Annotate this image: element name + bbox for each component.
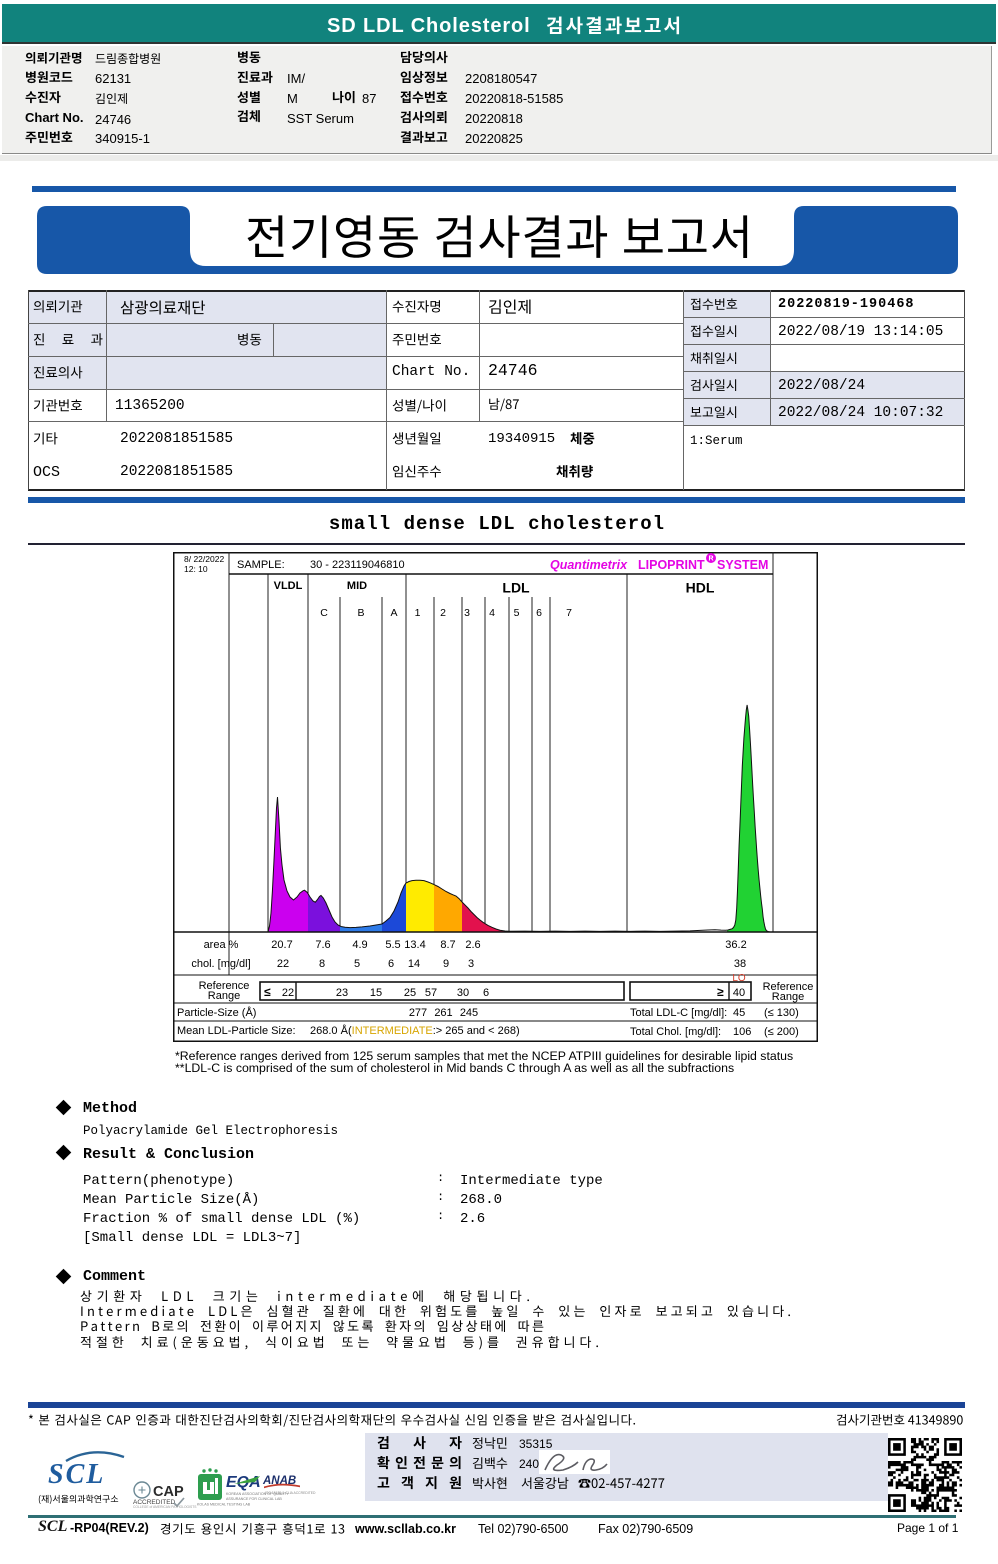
svg-text:R: R [708,556,713,563]
svg-text:3: 3 [468,958,474,970]
svg-text:5: 5 [354,958,360,970]
svg-text:C: C [320,607,328,619]
svg-text:277: 277 [409,1007,427,1019]
svg-text:5: 5 [514,607,520,619]
svg-text:40: 40 [733,987,745,999]
svg-text:Reference: Reference [763,981,814,993]
svg-text:Reference: Reference [199,980,250,992]
svg-text:SYSTEM: SYSTEM [717,558,768,572]
svg-text:≥: ≥ [717,985,724,999]
svg-text:57: 57 [425,987,437,999]
svg-text:13.4: 13.4 [404,939,425,951]
svg-text:6: 6 [536,607,542,619]
svg-text:3: 3 [464,607,470,619]
svg-text:22: 22 [282,987,294,999]
svg-text:(≤ 130): (≤ 130) [764,1007,799,1019]
svg-text:Quantimetrix: Quantimetrix [550,558,628,572]
svg-text:VLDL: VLDL [274,580,303,592]
svg-text:chol. [mg/dl]: chol. [mg/dl] [191,958,250,970]
svg-text:4: 4 [489,607,495,619]
svg-text:9: 9 [443,958,449,970]
svg-text:A: A [390,607,397,619]
svg-text:ACCREDITED: ACCREDITED [133,1499,176,1506]
svg-text:Total Chol. [mg/dl]:: Total Chol. [mg/dl]: [630,1026,721,1038]
svg-text:30 - 223119046810: 30 - 223119046810 [310,559,405,571]
svg-text:Mean LDL-Particle Size:: Mean LDL-Particle Size: [177,1025,296,1037]
svg-text:COLLEGE of AMERICAN PATHOLOGIS: COLLEGE of AMERICAN PATHOLOGISTS [133,1505,197,1509]
svg-text:30: 30 [457,987,469,999]
svg-text:Range: Range [772,991,804,1003]
svg-text:5.5: 5.5 [385,939,400,951]
svg-text:8.7: 8.7 [440,939,455,951]
svg-text:LIPOPRINT: LIPOPRINT [638,558,705,572]
svg-text:CAP: CAP [153,1484,184,1500]
svg-text:25: 25 [404,987,416,999]
svg-text:HDL: HDL [686,580,715,596]
svg-text:area %: area % [204,939,239,951]
svg-text:Range: Range [208,990,240,1002]
svg-text:ASSURANCE FOR CLINICAL LAB: ASSURANCE FOR CLINICAL LAB [226,1497,282,1501]
svg-text:7.6: 7.6 [315,939,330,951]
svg-text:245: 245 [460,1007,478,1019]
svg-text:B: B [357,607,364,619]
svg-text:8: 8 [319,958,325,970]
svg-text:SAMPLE:: SAMPLE: [237,559,285,571]
svg-text:(≤ 200): (≤ 200) [764,1026,799,1038]
svg-text:268.0 Å: 268.0 Å [310,1024,349,1037]
svg-text:20.7: 20.7 [271,939,292,951]
svg-text:7: 7 [566,607,572,619]
svg-text:12: 10: 12: 10 [184,564,208,574]
svg-text:6: 6 [388,958,394,970]
svg-text:6: 6 [483,987,489,999]
svg-text:2.6: 2.6 [465,939,480,951]
svg-text:45: 45 [733,1007,745,1019]
svg-text:106: 106 [733,1026,751,1038]
svg-text:14: 14 [408,958,420,970]
svg-text:15: 15 [370,987,382,999]
svg-text:36.2: 36.2 [725,939,746,951]
svg-text:KOLAS MEDICAL TESTING LAB: KOLAS MEDICAL TESTING LAB [197,1503,251,1507]
svg-text:1: 1 [415,607,421,619]
svg-text:(INTERMEDIATE:> 265 and < 268): (INTERMEDIATE:> 265 and < 268) [348,1025,520,1037]
svg-text:MID: MID [347,580,367,592]
svg-text:4.9: 4.9 [352,939,367,951]
svg-text:ISO 15189 & CLIA ACCREDITED: ISO 15189 & CLIA ACCREDITED [265,1491,316,1495]
svg-text:261: 261 [434,1007,452,1019]
svg-text:≤: ≤ [264,985,271,999]
svg-text:2: 2 [440,607,446,619]
svg-text:KOREAN ASSOCIATION OF QUALITY: KOREAN ASSOCIATION OF QUALITY [226,1492,289,1496]
svg-text:LDL: LDL [502,580,530,596]
svg-text:Total LDL-C [mg/dl]:: Total LDL-C [mg/dl]: [630,1007,727,1019]
svg-text:38: 38 [734,958,746,970]
svg-text:Particle-Size (Å): Particle-Size (Å) [177,1006,256,1019]
svg-text:LO: LO [732,973,746,984]
svg-text:22: 22 [277,958,289,970]
svg-text:23: 23 [336,987,348,999]
svg-text:8/ 22/2022: 8/ 22/2022 [184,554,224,564]
